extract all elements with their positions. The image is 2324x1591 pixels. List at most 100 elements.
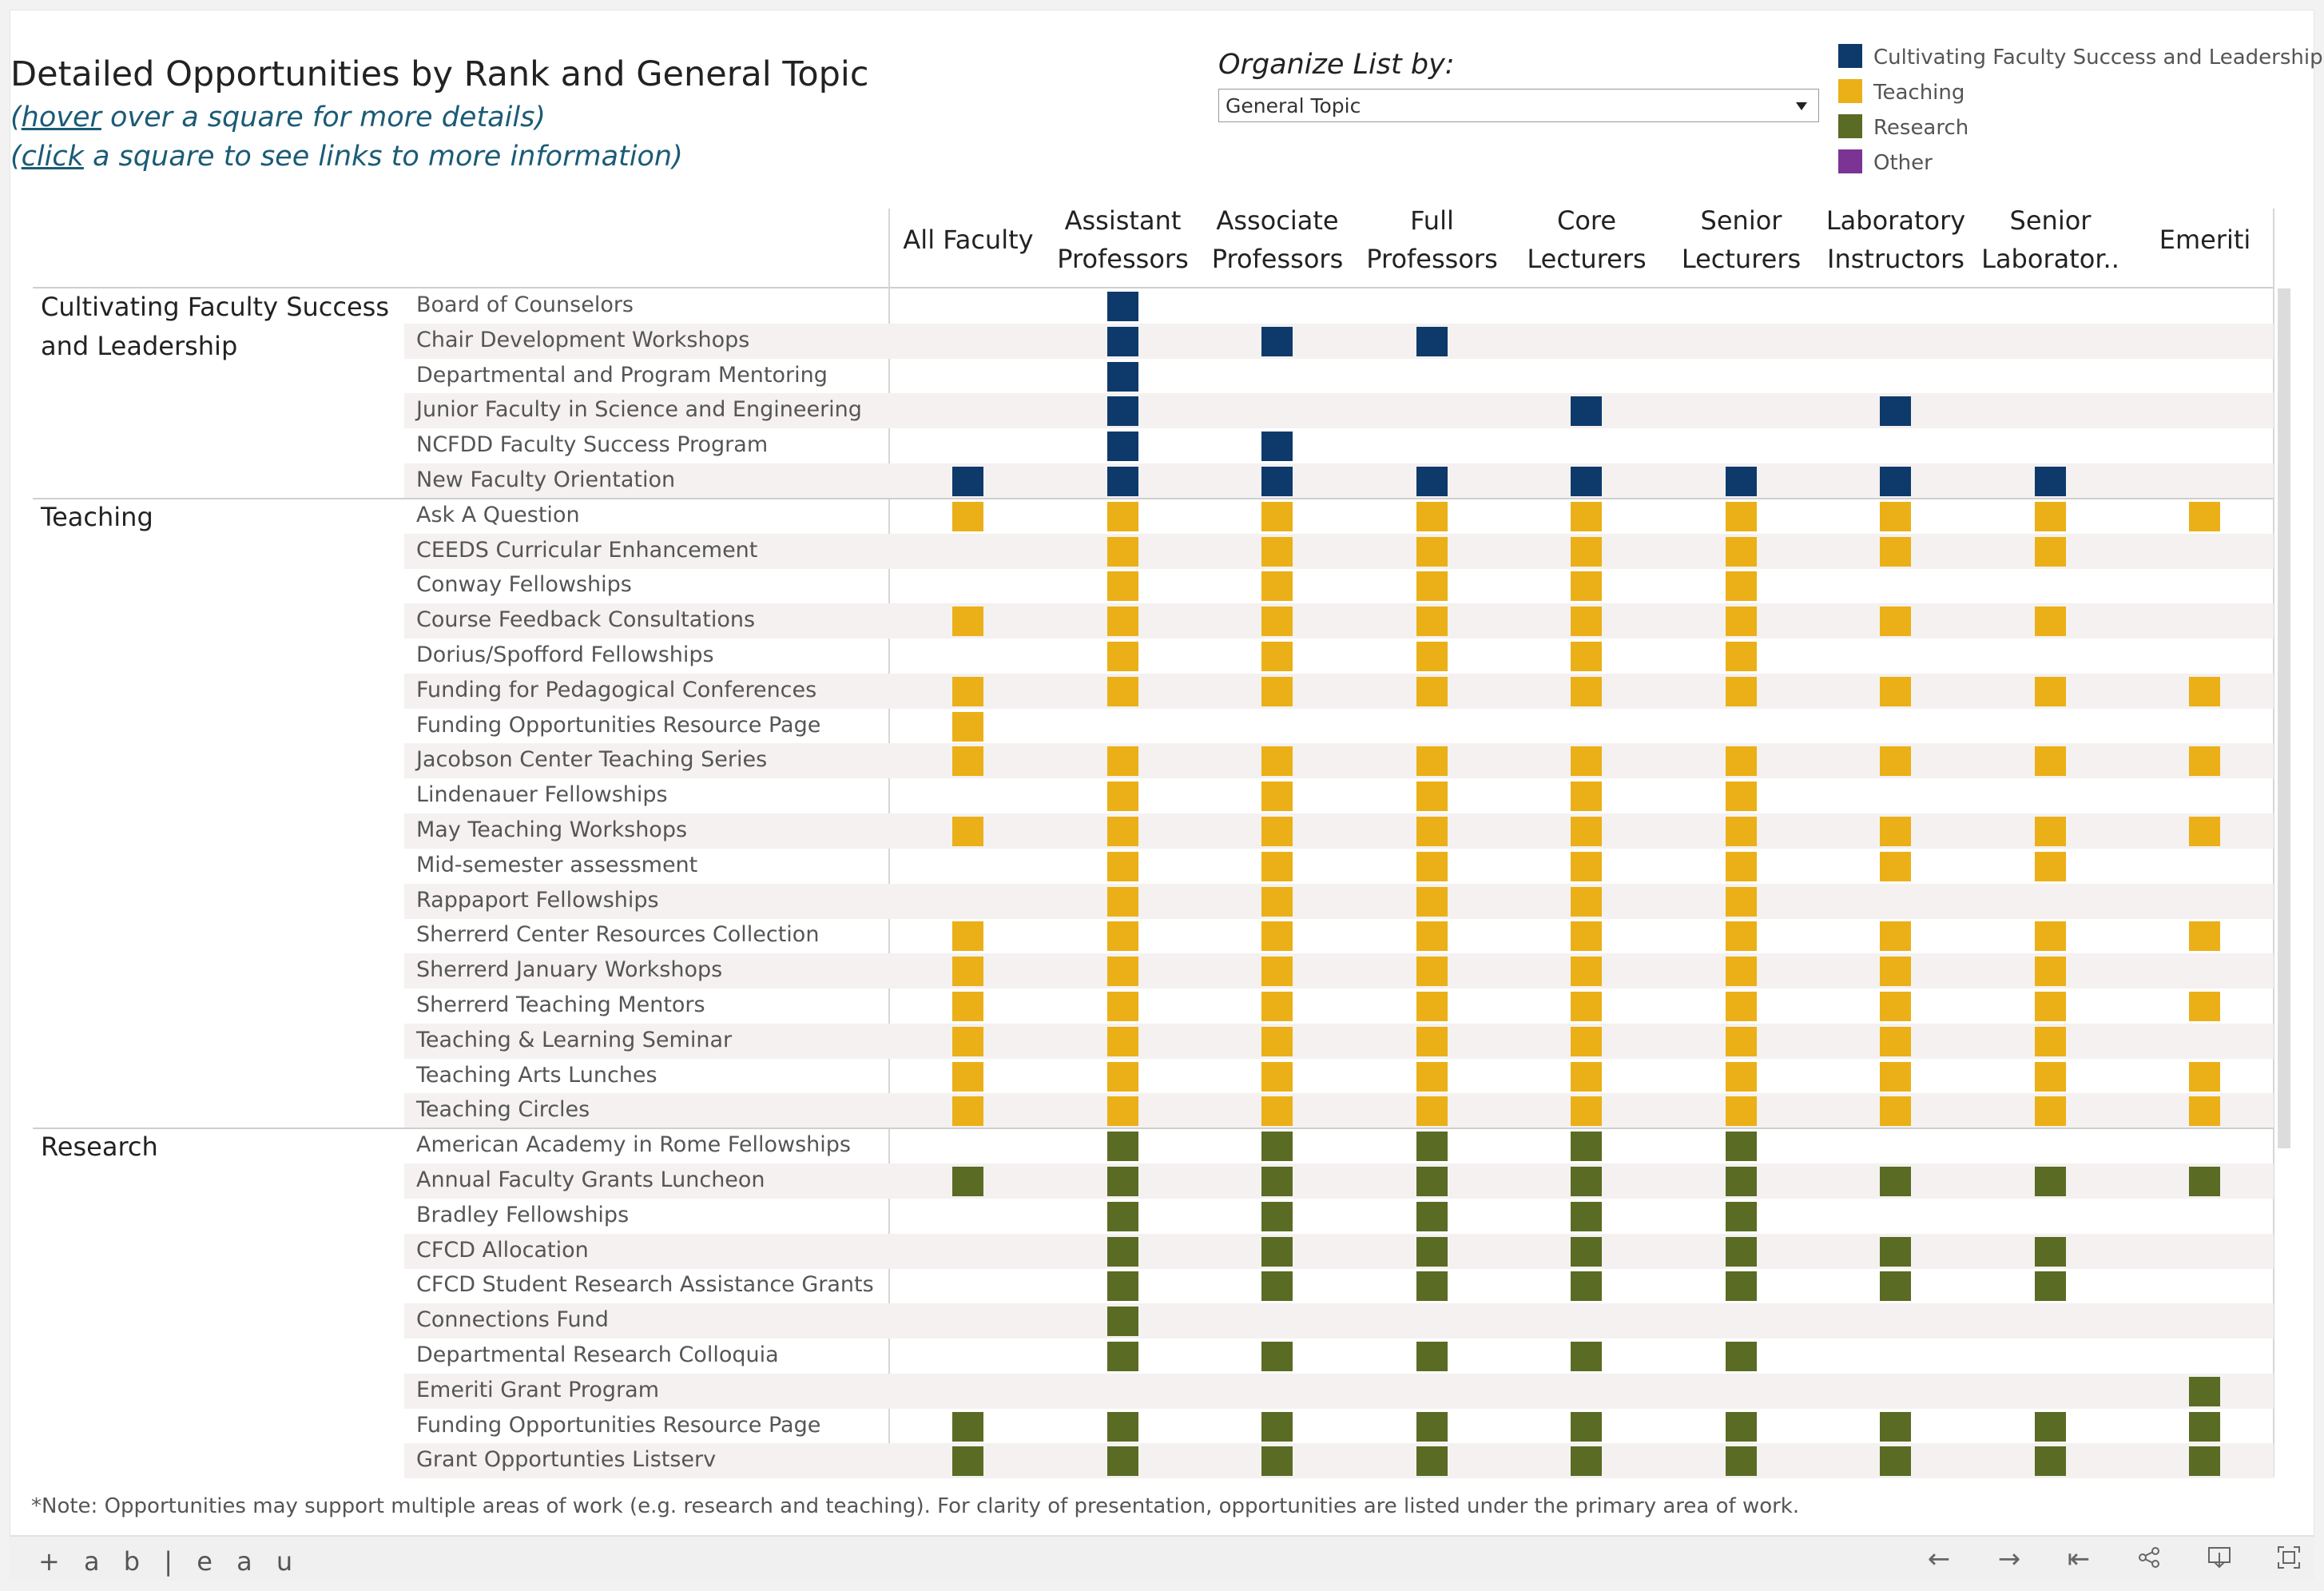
opportunity-square[interactable]: [952, 607, 984, 637]
opportunity-square[interactable]: [1416, 746, 1448, 777]
opportunity-square[interactable]: [1880, 1446, 1912, 1477]
opportunity-square[interactable]: [1725, 1271, 1757, 1302]
opportunity-square[interactable]: [1571, 467, 1603, 496]
opportunity-square[interactable]: [1261, 1446, 1293, 1477]
legend-item[interactable]: Other: [1838, 148, 2318, 175]
opportunity-square[interactable]: [1571, 1132, 1603, 1162]
opportunity-square[interactable]: [1106, 467, 1138, 496]
opportunity-square[interactable]: [1106, 992, 1138, 1021]
opportunity-square[interactable]: [1416, 642, 1448, 671]
opportunity-square[interactable]: [1880, 676, 1912, 706]
opportunity-square[interactable]: [1571, 886, 1603, 917]
opportunity-square[interactable]: [1725, 1201, 1757, 1231]
opportunity-square[interactable]: [2034, 536, 2066, 567]
opportunity-square[interactable]: [1416, 607, 1448, 637]
download-icon[interactable]: [2202, 1545, 2237, 1573]
opportunity-square[interactable]: [1416, 992, 1448, 1021]
opportunity-square[interactable]: [1261, 1061, 1293, 1092]
opportunity-square[interactable]: [1725, 607, 1757, 637]
opportunity-square[interactable]: [1261, 1132, 1293, 1162]
opportunity-square[interactable]: [952, 992, 984, 1021]
opportunity-square[interactable]: [1416, 886, 1448, 917]
opportunity-square[interactable]: [1106, 957, 1138, 987]
opportunity-square[interactable]: [1571, 1446, 1603, 1477]
opportunity-square[interactable]: [1416, 1132, 1448, 1162]
opportunity-square[interactable]: [1571, 1061, 1603, 1092]
opportunity-square[interactable]: [2189, 501, 2221, 531]
opportunity-square[interactable]: [1106, 782, 1138, 812]
opportunity-square[interactable]: [1261, 501, 1293, 531]
opportunity-square[interactable]: [1416, 1026, 1448, 1056]
opportunity-square[interactable]: [1106, 571, 1138, 602]
opportunity-square[interactable]: [1106, 817, 1138, 846]
opportunity-square[interactable]: [2034, 1167, 2066, 1196]
arrow-left-icon[interactable]: ←: [1927, 1543, 1951, 1575]
opportunity-square[interactable]: [1261, 1096, 1293, 1127]
opportunity-square[interactable]: [1571, 921, 1603, 952]
click-link[interactable]: click: [21, 141, 84, 173]
opportunity-square[interactable]: [1106, 1026, 1138, 1056]
legend-item[interactable]: Cultivating Faculty Success and Leadersh…: [1838, 42, 2323, 70]
opportunity-square[interactable]: [2189, 1096, 2221, 1127]
opportunity-square[interactable]: [1261, 432, 1293, 462]
opportunity-square[interactable]: [1880, 1271, 1912, 1302]
opportunity-square[interactable]: [1571, 396, 1603, 427]
opportunity-square[interactable]: [1106, 1236, 1138, 1267]
opportunity-square[interactable]: [952, 501, 984, 531]
opportunity-square[interactable]: [952, 1026, 984, 1056]
opportunity-square[interactable]: [952, 921, 984, 952]
opportunity-square[interactable]: [1725, 571, 1757, 602]
opportunity-square[interactable]: [1880, 746, 1912, 777]
opportunity-square[interactable]: [1571, 571, 1603, 602]
opportunity-square[interactable]: [1261, 607, 1293, 637]
opportunity-square[interactable]: [1416, 1061, 1448, 1092]
opportunity-square[interactable]: [1106, 1342, 1138, 1371]
opportunity-square[interactable]: [1261, 642, 1293, 671]
opportunity-square[interactable]: [952, 1061, 984, 1092]
opportunity-square[interactable]: [1261, 1342, 1293, 1371]
opportunity-square[interactable]: [952, 1167, 984, 1196]
opportunity-square[interactable]: [1106, 1132, 1138, 1162]
opportunity-square[interactable]: [1106, 921, 1138, 952]
opportunity-square[interactable]: [1106, 361, 1138, 392]
opportunity-square[interactable]: [1725, 992, 1757, 1021]
opportunity-square[interactable]: [1880, 1096, 1912, 1127]
opportunity-square[interactable]: [1106, 1167, 1138, 1196]
opportunity-square[interactable]: [1416, 501, 1448, 531]
opportunity-square[interactable]: [1416, 851, 1448, 881]
opportunity-square[interactable]: [1725, 782, 1757, 812]
opportunity-square[interactable]: [1725, 921, 1757, 952]
opportunity-square[interactable]: [1725, 851, 1757, 881]
opportunity-square[interactable]: [2034, 607, 2066, 637]
opportunity-square[interactable]: [1261, 957, 1293, 987]
opportunity-square[interactable]: [1416, 1236, 1448, 1267]
opportunity-square[interactable]: [2034, 921, 2066, 952]
opportunity-square[interactable]: [952, 676, 984, 706]
opportunity-square[interactable]: [1106, 746, 1138, 777]
opportunity-square[interactable]: [1880, 992, 1912, 1021]
opportunity-square[interactable]: [1261, 1167, 1293, 1196]
opportunity-square[interactable]: [1416, 817, 1448, 846]
opportunity-square[interactable]: [1725, 957, 1757, 987]
opportunity-square[interactable]: [952, 1096, 984, 1127]
opportunity-square[interactable]: [1261, 1026, 1293, 1056]
opportunity-square[interactable]: [1880, 467, 1912, 496]
opportunity-square[interactable]: [1880, 396, 1912, 427]
opportunity-square[interactable]: [1725, 1132, 1757, 1162]
opportunity-square[interactable]: [1571, 782, 1603, 812]
opportunity-square[interactable]: [2034, 1236, 2066, 1267]
opportunity-square[interactable]: [1725, 1236, 1757, 1267]
opportunity-square[interactable]: [2034, 957, 2066, 987]
opportunity-square[interactable]: [1880, 957, 1912, 987]
opportunity-square[interactable]: [1106, 886, 1138, 917]
opportunity-square[interactable]: [2189, 676, 2221, 706]
opportunity-square[interactable]: [1416, 1342, 1448, 1371]
opportunity-square[interactable]: [952, 957, 984, 987]
opportunity-square[interactable]: [2189, 746, 2221, 777]
opportunity-square[interactable]: [2189, 1061, 2221, 1092]
opportunity-square[interactable]: [1416, 1446, 1448, 1477]
opportunity-square[interactable]: [1725, 536, 1757, 567]
opportunity-square[interactable]: [1261, 1201, 1293, 1231]
opportunity-square[interactable]: [1571, 1342, 1603, 1371]
opportunity-square[interactable]: [1880, 607, 1912, 637]
